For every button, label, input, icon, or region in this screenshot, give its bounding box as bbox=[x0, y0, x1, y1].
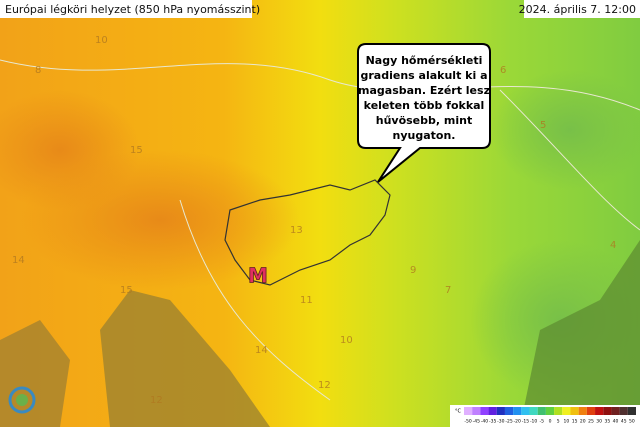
callout-line: hűvösebb, mint bbox=[376, 114, 472, 127]
contour-label: 15 bbox=[120, 285, 133, 296]
colorbar-swatch bbox=[570, 407, 579, 415]
colorbar-swatch bbox=[562, 407, 571, 415]
colorbar-tick-label: -10 bbox=[530, 419, 537, 425]
date: 2024. április 7. 12:00 bbox=[519, 3, 636, 16]
contour-label: 9 bbox=[410, 265, 416, 276]
contour-label: 11 bbox=[300, 295, 313, 306]
colorbar-swatch bbox=[480, 407, 489, 415]
callout-line: magasban. Ezért lesz bbox=[358, 84, 490, 97]
colorbar-tick-label: 5 bbox=[557, 419, 560, 425]
contour-label: 14 bbox=[255, 345, 268, 356]
contour-label: 4 bbox=[610, 240, 616, 251]
contour-label: 12 bbox=[150, 395, 163, 406]
colorbar-swatch bbox=[529, 407, 538, 415]
colorbar-swatch bbox=[537, 407, 546, 415]
colorbar-swatch bbox=[586, 407, 596, 415]
colorbar-tick-label: -35 bbox=[489, 419, 496, 425]
colorbar-tick-label: -50 bbox=[464, 419, 471, 425]
colorbar-tick-label: -45 bbox=[473, 419, 480, 425]
pressure-marker: M bbox=[248, 264, 268, 288]
colorbar-swatch bbox=[504, 407, 514, 415]
contour-label: 10 bbox=[340, 335, 353, 346]
callout-bubble bbox=[357, 43, 491, 183]
colorbar-swatch bbox=[611, 407, 620, 415]
contour-label: 10 bbox=[95, 35, 108, 46]
title: Európai légköri helyzet (850 hPa nyomáss… bbox=[5, 3, 260, 16]
colorbar-swatch bbox=[513, 407, 522, 415]
contour-label: 6 bbox=[500, 65, 506, 76]
contour-label: 15 bbox=[130, 145, 143, 156]
colorbar-tick-label: 15 bbox=[572, 419, 578, 425]
colorbar-swatch bbox=[464, 407, 473, 415]
colorbar-tick-label: 25 bbox=[588, 419, 594, 425]
callout-line: gradiens alakult ki a bbox=[361, 69, 488, 82]
colorbar-swatch bbox=[619, 407, 628, 415]
colorbar-swatch bbox=[521, 407, 530, 415]
colorbar-tick-label: -15 bbox=[522, 419, 529, 425]
logo bbox=[8, 386, 36, 414]
contour-label: 12 bbox=[318, 380, 331, 391]
contour-label: 8 bbox=[35, 65, 41, 76]
logo bbox=[16, 394, 28, 406]
colorbar-tick-label: 0 bbox=[549, 419, 552, 425]
colorbar-swatch bbox=[627, 407, 636, 415]
colorbar-unit: °C bbox=[455, 409, 462, 415]
contour-label: 13 bbox=[290, 225, 303, 236]
callout-line: nyugaton. bbox=[393, 129, 456, 142]
colorbar-tick-label: -40 bbox=[481, 419, 488, 425]
colorbar-tick-label: -20 bbox=[514, 419, 521, 425]
colorbar-swatch bbox=[488, 407, 497, 415]
colorbar-tick-label: -25 bbox=[505, 419, 512, 425]
callout-line: keleten több fokkal bbox=[364, 99, 485, 112]
colorbar-swatch bbox=[545, 407, 555, 415]
contour-label: 7 bbox=[445, 285, 451, 296]
colorbar-tick-label: 50 bbox=[629, 419, 635, 425]
colorbar-tick-label: 20 bbox=[580, 419, 586, 425]
colorbar-swatch bbox=[578, 407, 587, 415]
contour-label: 14 bbox=[12, 255, 25, 266]
colorbar-tick-label: -30 bbox=[497, 419, 504, 425]
date-box bbox=[524, 0, 640, 18]
colorbar-swatch bbox=[554, 407, 563, 415]
colorbar-tick-label: 30 bbox=[596, 419, 602, 425]
colorbar-swatch bbox=[472, 407, 481, 415]
colorbar-swatch bbox=[595, 407, 604, 415]
contour-label: 5 bbox=[540, 120, 546, 131]
colorbar-tick-label: 10 bbox=[564, 419, 570, 425]
colorbar-tick-label: 45 bbox=[621, 419, 627, 425]
colorbar-tick-label: 40 bbox=[613, 419, 619, 425]
colorbar-tick-label: -5 bbox=[540, 419, 545, 425]
title-box bbox=[0, 0, 252, 18]
colorbar-swatch bbox=[603, 407, 612, 415]
callout-line: Nagy hőmérsékleti bbox=[366, 54, 483, 67]
colorbar-tick-label: 35 bbox=[604, 419, 610, 425]
colorbar-swatch bbox=[496, 407, 505, 415]
